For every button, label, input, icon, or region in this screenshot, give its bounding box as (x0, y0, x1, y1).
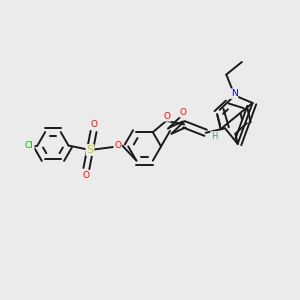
Text: O: O (90, 119, 97, 128)
Text: Cl: Cl (25, 141, 34, 150)
Text: O: O (83, 172, 90, 181)
Text: O: O (164, 112, 171, 121)
Text: O: O (180, 108, 187, 117)
Text: S: S (86, 145, 94, 155)
Text: N: N (231, 89, 237, 98)
Text: H: H (211, 132, 217, 141)
Text: O: O (114, 141, 121, 150)
